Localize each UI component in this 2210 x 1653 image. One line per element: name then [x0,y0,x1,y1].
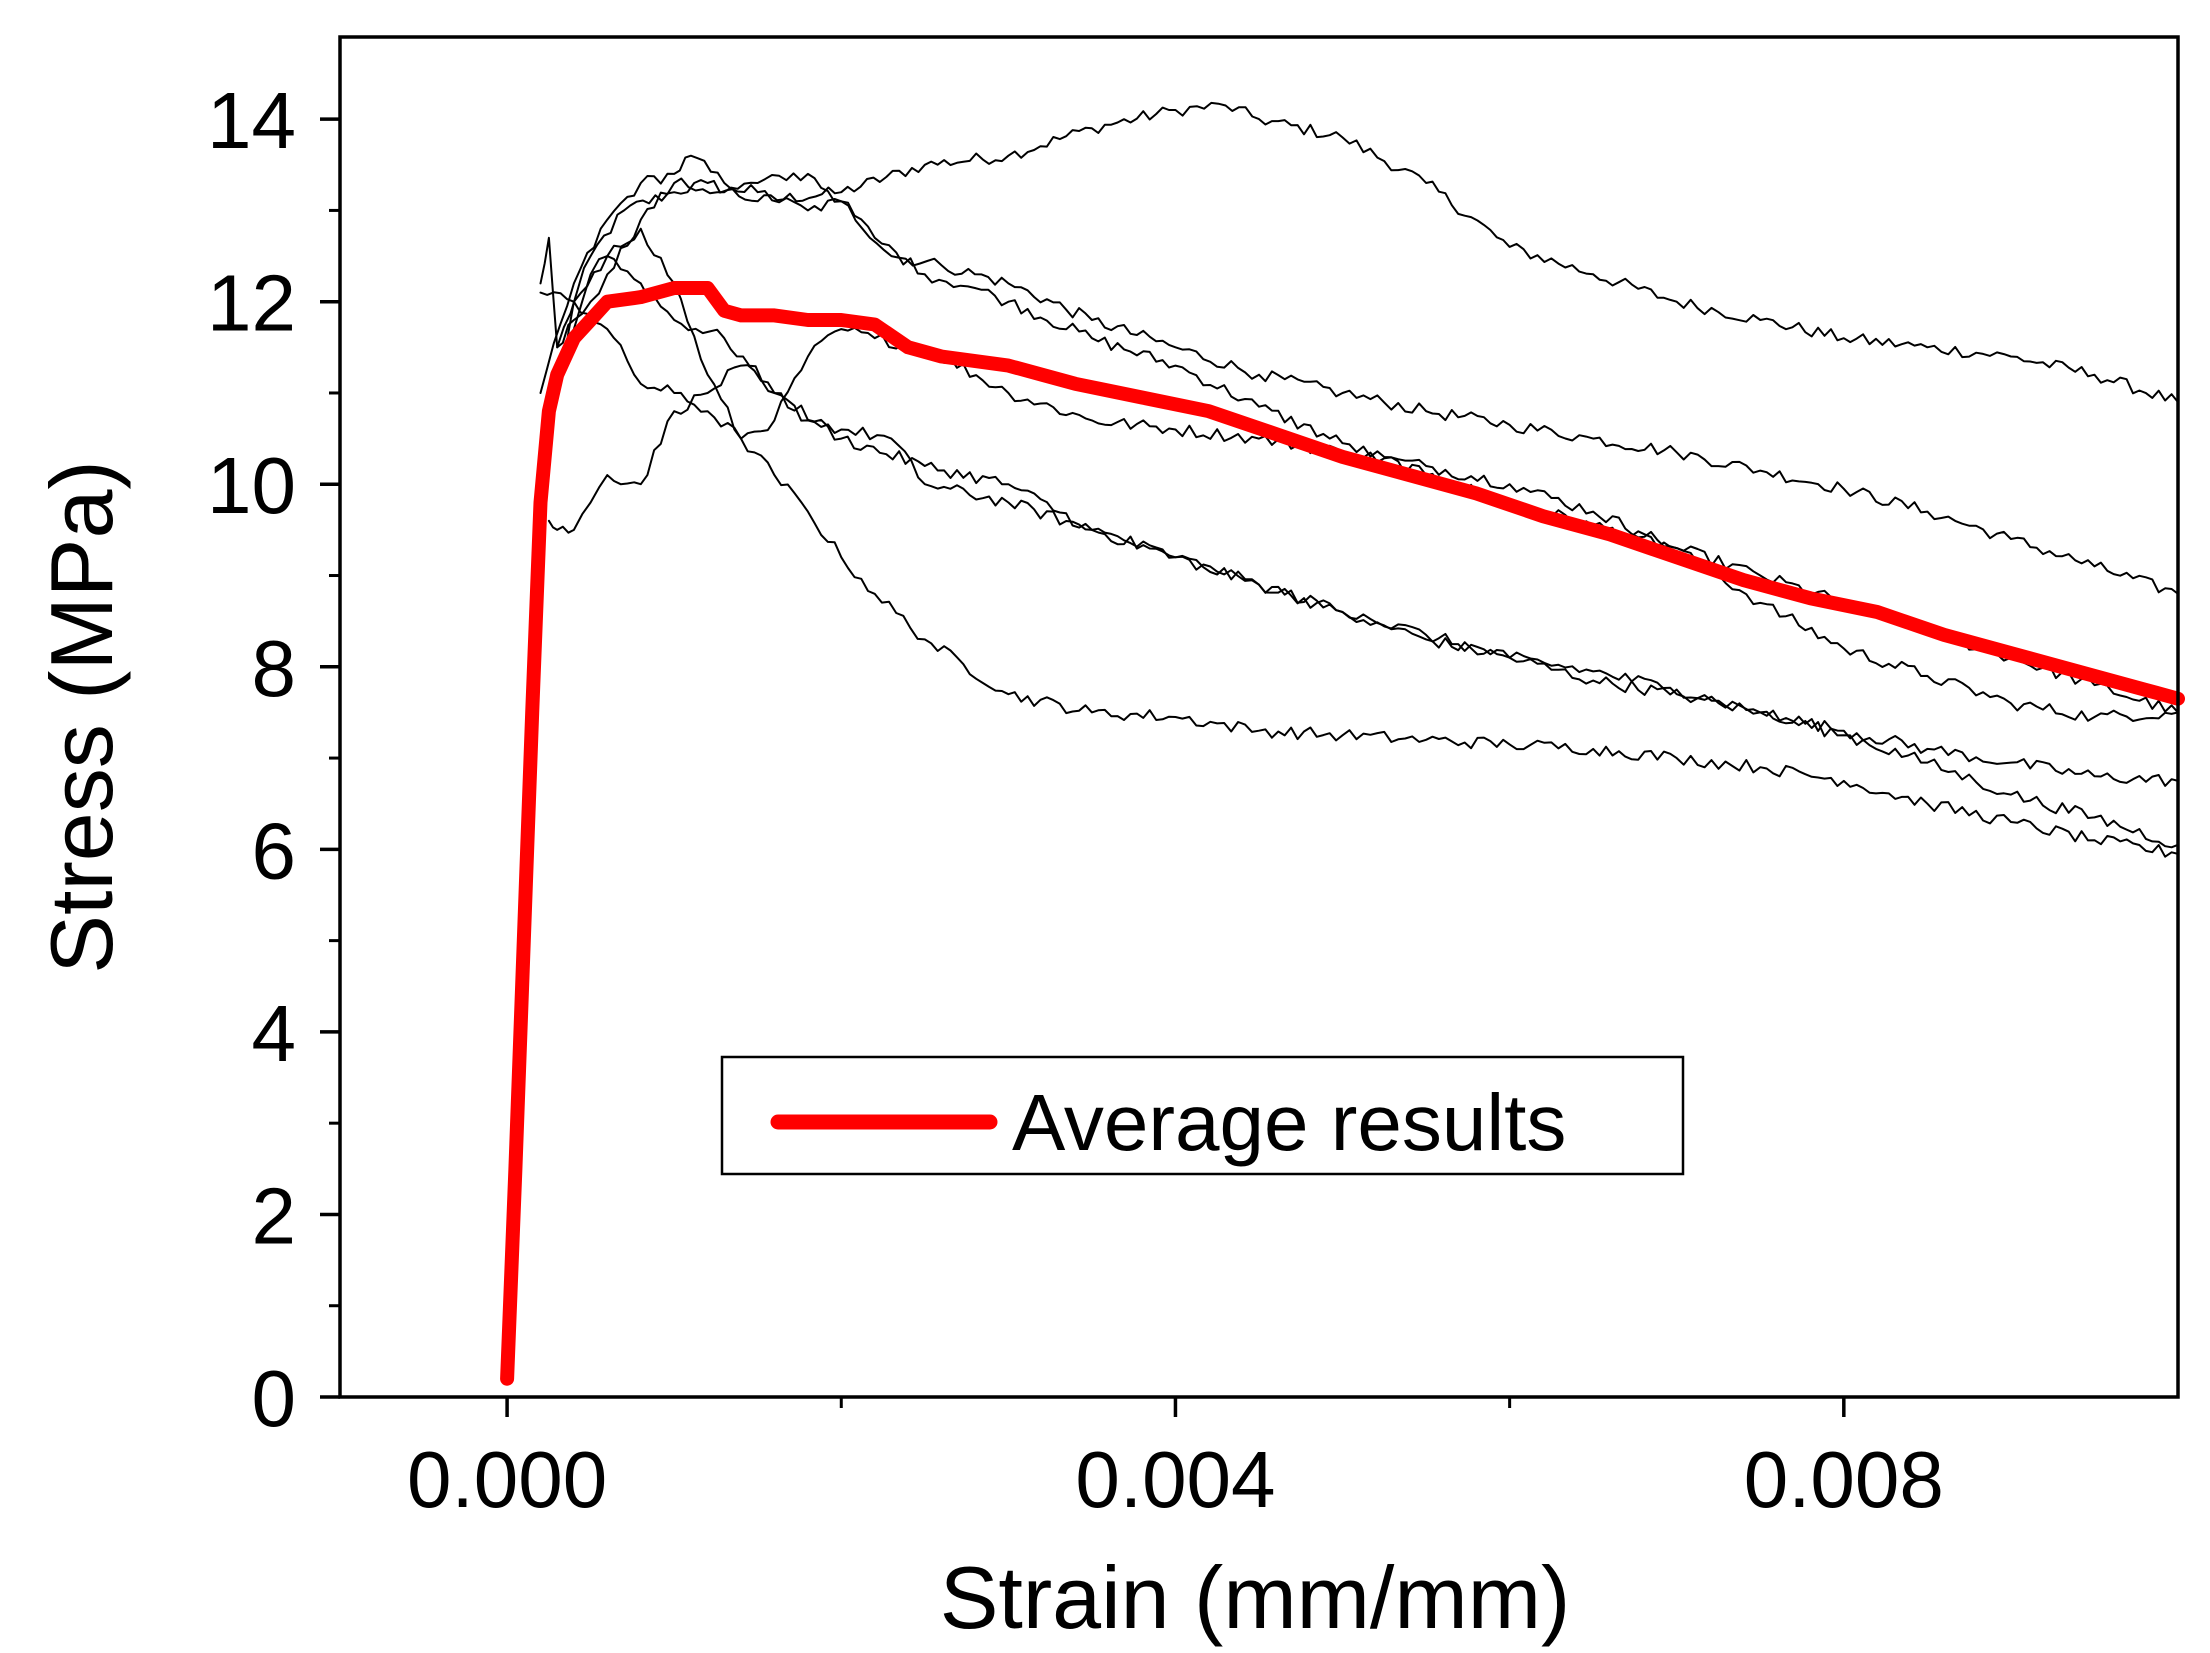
y-tick-label: 14 [207,76,296,165]
y-tick-label: 12 [207,259,296,348]
x-tick-label: 0.000 [407,1435,607,1524]
y-tick-label: 0 [252,1354,297,1443]
y-tick-label: 8 [252,624,297,713]
y-tick-label: 4 [252,989,297,1078]
y-axis-title: Stress (MPa) [32,460,131,973]
x-tick-label: 0.004 [1075,1435,1275,1524]
average-curve-layer [500,281,2185,1386]
series-line-specimen-1 [556,101,2179,404]
plot-frame [338,35,2180,1399]
legend: Average results [720,1055,1685,1176]
series-line-average [500,281,2185,1386]
series-line-specimen-6 [539,291,2179,858]
y-tick-label: 10 [207,441,296,530]
series-line-specimen-7 [556,255,2179,849]
y-tick-label: 2 [252,1171,297,1260]
x-tick-label: 0.008 [1744,1435,1944,1524]
tick-labels: 0.000 0.004 0.008 0 2 4 6 8 10 12 14 [207,76,1944,1524]
x-axis-title: Strain (mm/mm) [940,1548,1571,1647]
series-line-specimen-2 [539,154,2179,595]
specimen-curves [539,101,2179,858]
series-line-specimen-5 [547,364,2179,787]
legend-label-average: Average results [1012,1078,1566,1167]
axis-ticks [320,117,1846,1417]
y-tick-label: 6 [252,806,297,895]
